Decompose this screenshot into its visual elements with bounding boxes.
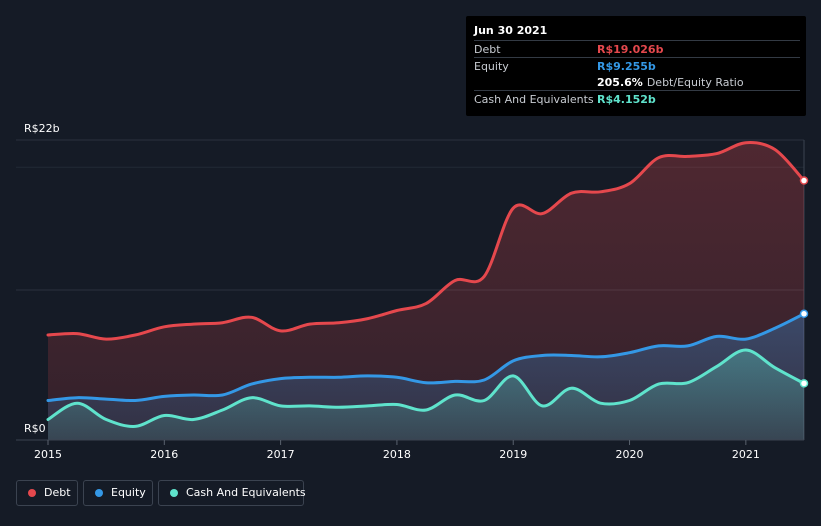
legend-debt-dot bbox=[28, 489, 36, 497]
cash-and-equivalents-line bbox=[46, 348, 806, 428]
legend-item-debt[interactable]: Debt bbox=[16, 480, 78, 506]
tooltip-date: Jun 30 2021 bbox=[474, 24, 548, 37]
legend-equity-label: Equity bbox=[111, 486, 146, 499]
equity-end-marker bbox=[799, 309, 809, 319]
tooltip-equity-value: R$9.255b bbox=[597, 60, 656, 73]
legend-item-equity[interactable]: Equity bbox=[83, 480, 153, 506]
tooltip-row-equity: Equity R$9.255b bbox=[474, 57, 800, 74]
x-tick-label-2016: 2016 bbox=[150, 448, 178, 461]
legend-equity-dot bbox=[95, 489, 103, 497]
tooltip-row-cash: Cash And Equivalents R$4.152b bbox=[474, 90, 800, 107]
cash-and-equivalents-area bbox=[48, 349, 804, 440]
tooltip-debt-label: Debt bbox=[474, 43, 501, 56]
x-tick-label-2018: 2018 bbox=[383, 448, 411, 461]
tooltip-cash-label: Cash And Equivalents bbox=[474, 93, 594, 106]
tooltip-cash-value: R$4.152b bbox=[597, 93, 656, 106]
y-axis-min-label: R$0 bbox=[24, 422, 46, 435]
legend-debt-label: Debt bbox=[44, 486, 71, 499]
tooltip-ratio-value: 205.6% bbox=[597, 76, 643, 89]
equity-line bbox=[46, 312, 806, 403]
tooltip-ratio-suffix: Debt/Equity Ratio bbox=[646, 76, 744, 89]
tooltip-equity-label: Equity bbox=[474, 60, 509, 73]
tooltip-panel: Jun 30 2021 Debt R$19.026b Equity R$9.25… bbox=[466, 16, 806, 116]
legend-cash-label: Cash And Equivalents bbox=[186, 486, 306, 499]
tooltip-row-debt: Debt R$19.026b bbox=[474, 40, 800, 57]
debt-line bbox=[46, 141, 806, 341]
x-tick-label-2020: 2020 bbox=[616, 448, 644, 461]
cash-and-equivalents-end-marker bbox=[799, 379, 809, 388]
tooltip-debt-value: R$19.026b bbox=[597, 43, 664, 56]
legend-item-cash[interactable]: Cash And Equivalents bbox=[158, 480, 306, 506]
x-tick-label-2019: 2019 bbox=[499, 448, 527, 461]
tooltip-row-ratio: 205.6% Debt/Equity Ratio bbox=[474, 73, 800, 90]
y-axis-max-label: R$22b bbox=[24, 122, 60, 135]
debt-end-marker bbox=[799, 176, 809, 185]
x-tick-label-2021: 2021 bbox=[732, 448, 760, 461]
x-tick-label-2015: 2015 bbox=[34, 448, 62, 461]
legend-cash-dot bbox=[170, 489, 178, 497]
tooltip-ratio-wrap: 205.6% Debt/Equity Ratio bbox=[597, 76, 744, 89]
x-tick-label-2017: 2017 bbox=[267, 448, 295, 461]
